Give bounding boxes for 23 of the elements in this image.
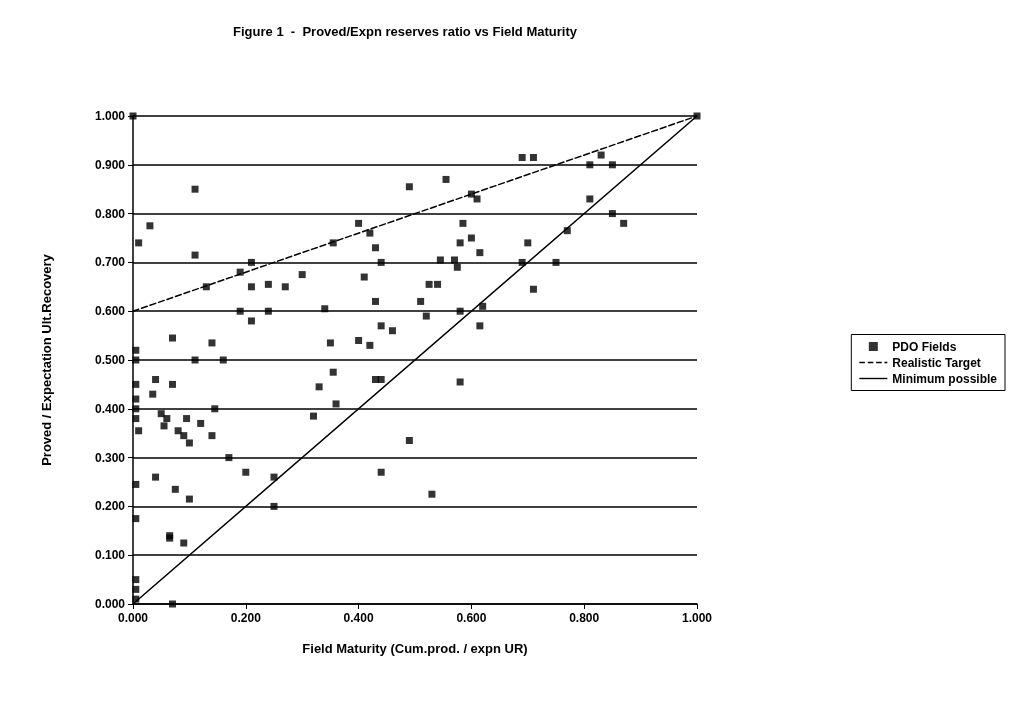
y-tick-label: 0.400: [94, 401, 126, 416]
x-tick-label: 1.000: [681, 611, 713, 625]
x-tick-label: 0.000: [117, 611, 149, 625]
y-tick-label: 0.600: [94, 304, 126, 319]
y-tick-label: 1.000: [94, 109, 126, 123]
x-tick-label: 0.400: [343, 611, 374, 625]
chart-title: Figure 1 - Proved/Expn reserves ratio vs Field Maturity: [233, 24, 578, 39]
legend-label: PDO Fields: [892, 339, 957, 354]
x-tick-label: 0.600: [456, 611, 487, 625]
x-tick-label: 0.200: [230, 611, 262, 625]
y-tick-label: 0.900: [94, 157, 126, 172]
x-axis-title: Field Maturity (Cum.prod. / expn UR): [302, 641, 528, 656]
y-tick-label: 0.500: [94, 353, 126, 367]
y-tick-label: 0.800: [94, 206, 126, 221]
y-tick-label: 0.700: [94, 255, 126, 270]
y-axis-title: Proved / Expectation Ult.Recovery: [39, 253, 54, 466]
legend-label: Realistic Target: [892, 355, 981, 370]
y-tick-label: 0.100: [94, 548, 126, 563]
x-tick-label: 0.800: [569, 611, 600, 625]
y-tick-label: 0.300: [94, 450, 126, 465]
y-tick-label: 0.200: [94, 499, 126, 514]
y-tick-label: 0.000: [94, 597, 126, 611]
legend-label: Minimum possible: [892, 371, 998, 386]
